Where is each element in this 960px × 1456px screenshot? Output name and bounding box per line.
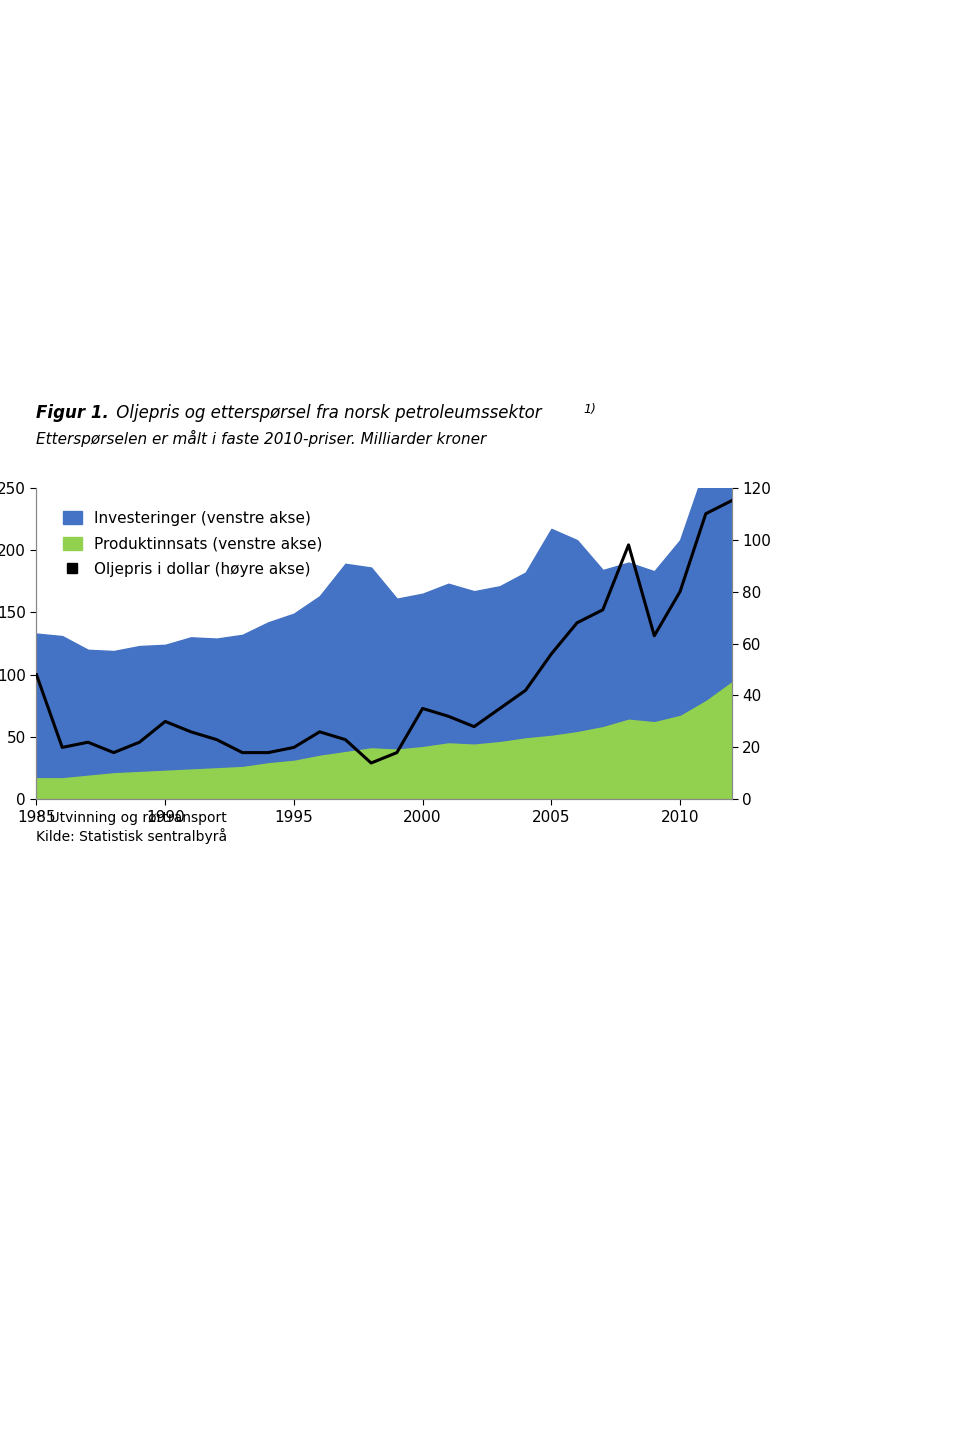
Legend: Investeringer (venstre akse), Produktinnsats (venstre akse), Oljepris i dollar (: Investeringer (venstre akse), Produktinn… [51, 498, 334, 590]
Text: ¹⁾ Utvinning og rørtransport
Kilde: Statistisk sentralbyrå: ¹⁾ Utvinning og rørtransport Kilde: Stat… [36, 811, 228, 843]
Text: Oljepris og etterspørsel fra norsk petroleumssektor: Oljepris og etterspørsel fra norsk petro… [111, 405, 542, 422]
Text: 1): 1) [584, 403, 596, 416]
Text: Etterspørselen er målt i faste 2010-priser. Milliarder kroner: Etterspørselen er målt i faste 2010-pris… [36, 430, 487, 447]
Text: Figur 1.: Figur 1. [36, 405, 109, 422]
